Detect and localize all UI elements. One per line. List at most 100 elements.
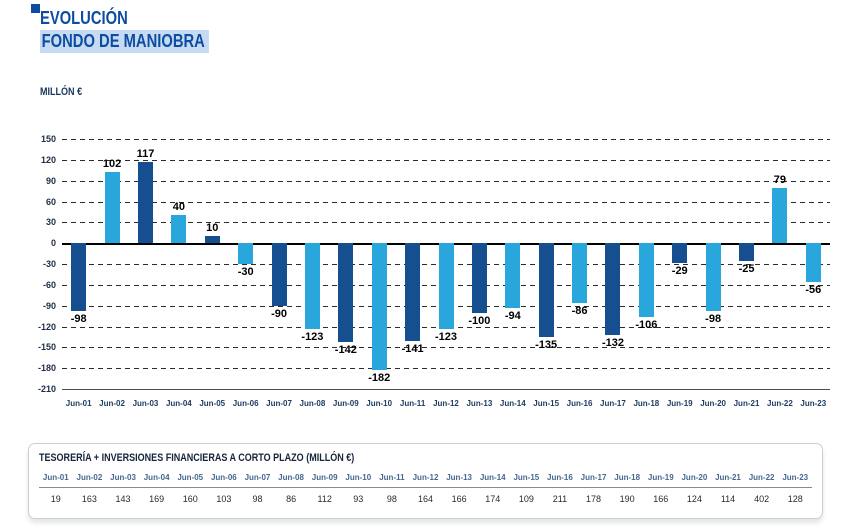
title-accent-square-icon: [31, 4, 40, 13]
chart-unit-label: MILLÓN €: [40, 86, 83, 98]
table-value-jun-11: 98: [386, 494, 397, 504]
bar-value-label-jun-02: 102: [102, 158, 122, 171]
x-tick-label-jun-20: Jun-20: [700, 399, 727, 408]
page-title-line1: EVOLUCIÓN: [40, 8, 246, 29]
bar-jun-04: [171, 215, 187, 244]
table-value-jun-20: 124: [686, 494, 702, 504]
bar-value-label-jun-09: -142: [334, 343, 357, 356]
bar-value-label-jun-10: -182: [368, 371, 391, 384]
x-tick-label-jun-15: Jun-15: [533, 399, 560, 408]
table-value-jun-10: 93: [353, 494, 364, 504]
table-value-jun-18: 190: [619, 494, 635, 504]
bar-jun-10: [371, 243, 387, 370]
bar-jun-01: [71, 243, 87, 312]
x-tick-label-jun-04: Jun-04: [165, 399, 192, 408]
x-tick-label-jun-05: Jun-05: [199, 399, 226, 408]
gridline--210: [62, 389, 830, 390]
table-value-jun-12: 164: [417, 494, 434, 504]
table-header-jun-16: Jun-16: [547, 473, 573, 482]
bar-jun-11: [405, 243, 421, 342]
x-tick-label-jun-01: Jun-01: [65, 399, 92, 408]
table-header-jun-18: Jun-18: [614, 473, 641, 482]
x-tick-label-jun-06: Jun-06: [232, 399, 259, 408]
y-tick-label-60: 60: [45, 196, 56, 207]
bar-value-label-jun-16: -86: [571, 304, 588, 317]
y-tick-label-0: 0: [50, 238, 56, 249]
table-header-jun-09: Jun-09: [311, 473, 338, 482]
bar-value-label-jun-13: -100: [468, 314, 491, 327]
table-header-jun-19: Jun-19: [647, 473, 674, 482]
table-value-jun-19: 166: [653, 494, 669, 504]
table-header-jun-17: Jun-17: [580, 473, 607, 482]
table-value-jun-05: 160: [182, 494, 198, 504]
bar-value-label-jun-01: -98: [70, 313, 87, 326]
bar-jun-02: [104, 172, 120, 244]
table-header-jun-11: Jun-11: [379, 473, 405, 482]
bar-jun-12: [438, 243, 454, 329]
bar-jun-15: [538, 243, 554, 337]
table-header-jun-07: Jun-07: [244, 473, 271, 482]
table-header-jun-23: Jun-23: [782, 473, 809, 482]
table-value-jun-15: 109: [518, 494, 534, 504]
table-header-jun-12: Jun-12: [412, 473, 439, 482]
bar-jun-13: [471, 243, 487, 313]
bar-jun-16: [572, 243, 588, 303]
y-tick-label--180: -180: [37, 363, 56, 374]
table-header-jun-13: Jun-13: [446, 473, 473, 482]
x-tick-label-jun-14: Jun-14: [499, 399, 526, 408]
gridline-150: [62, 139, 830, 140]
bar-value-label-jun-04: 40: [172, 201, 185, 214]
gridline-60: [62, 201, 830, 203]
table-header-jun-21: Jun-21: [715, 473, 741, 482]
x-tick-label-jun-22: Jun-22: [767, 399, 793, 408]
table-value-jun-16: 211: [552, 494, 568, 504]
table-value-jun-22: 402: [754, 494, 770, 504]
y-tick-label--120: -120: [37, 321, 56, 332]
y-tick-label-90: 90: [45, 175, 56, 186]
bar-value-label-jun-15: -135: [535, 338, 558, 351]
bar-jun-05: [204, 236, 220, 244]
bar-jun-18: [638, 243, 654, 317]
y-tick-label-120: 120: [40, 154, 56, 165]
page-title: EVOLUCIÓN FONDO DE MANIOBRA: [40, 8, 246, 53]
fondo-maniobra-bar-chart: 150 120 90 60 30 0 -30 -60 -90 -120 -150 -180 -210 -9…: [37, 134, 830, 408]
bar-value-label-jun-07: -90: [271, 307, 287, 320]
bar-jun-17: [605, 243, 621, 335]
page-title-line2: FONDO DE MANIOBRA: [40, 29, 246, 53]
bar-jun-20: [705, 243, 721, 312]
y-tick-label--90: -90: [42, 300, 56, 311]
table-header-jun-08: Jun-08: [278, 473, 304, 482]
bar-jun-19: [672, 243, 688, 264]
x-tick-label-jun-19: Jun-19: [666, 399, 693, 408]
y-tick-label--60: -60: [42, 279, 56, 290]
bar-value-label-jun-20: -98: [705, 313, 722, 326]
table-value-jun-06: 103: [216, 494, 232, 504]
bar-value-label-jun-17: -132: [601, 336, 624, 349]
y-tick-label--30: -30: [42, 259, 56, 269]
bar-jun-22: [772, 188, 788, 244]
table-header-jun-04: Jun-04: [143, 473, 170, 482]
bar-value-label-jun-19: -29: [671, 265, 688, 278]
table-value-jun-17: 178: [586, 494, 602, 504]
x-tick-label-jun-10: Jun-10: [366, 399, 393, 408]
bar-jun-06: [238, 243, 254, 264]
table-value-jun-13: 166: [451, 494, 467, 504]
x-tick-label-jun-17: Jun-17: [600, 399, 626, 408]
table-value-jun-08: 86: [286, 494, 297, 504]
table-value-jun-02: 163: [81, 494, 97, 504]
gridline--150: [62, 347, 830, 349]
y-tick-label-150: 150: [40, 134, 56, 144]
x-tick-label-jun-02: Jun-02: [99, 399, 125, 408]
table-header-jun-02: Jun-02: [76, 473, 103, 482]
x-tick-label-jun-23: Jun-23: [800, 399, 827, 408]
x-tick-label-jun-08: Jun-08: [299, 399, 326, 408]
table-header-jun-22: Jun-22: [748, 473, 775, 482]
table-value-jun-23: 128: [787, 494, 803, 504]
table-header-jun-14: Jun-14: [479, 473, 506, 482]
gridline-120: [62, 159, 830, 161]
y-tick-label-30: 30: [45, 217, 56, 228]
table-header-jun-05: Jun-05: [177, 473, 204, 482]
bar-value-label-jun-08: -123: [301, 330, 324, 343]
gridline--180: [62, 368, 830, 370]
